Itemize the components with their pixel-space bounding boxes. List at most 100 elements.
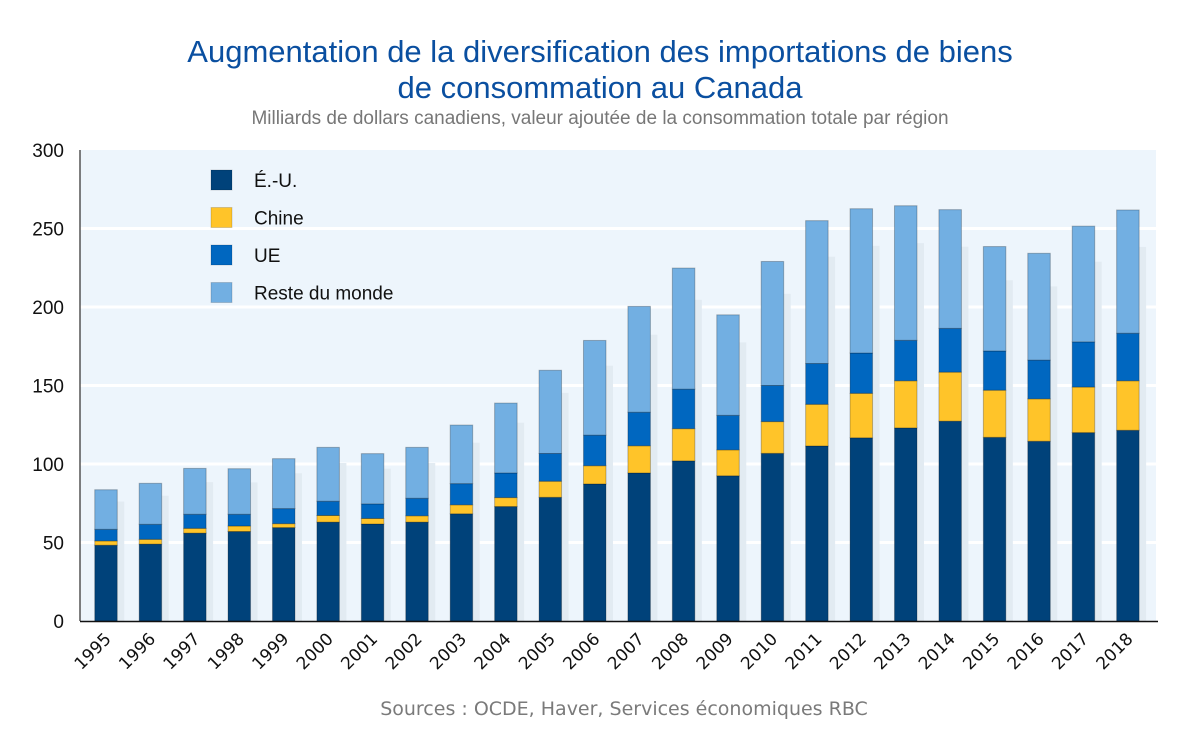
bar-segment [1027, 440, 1051, 622]
x-tick-label: 2016 [1004, 629, 1049, 674]
bar-segment [627, 472, 651, 622]
bar-segment [360, 503, 385, 519]
x-tick-label: 1997 [160, 629, 205, 674]
legend-label: É.-U. [254, 171, 297, 192]
bar-segment [271, 523, 296, 529]
bar-shadow [561, 392, 569, 621]
bar-segment [671, 428, 696, 462]
bar-shadow [1094, 261, 1102, 621]
x-tick-label: 1996 [115, 629, 160, 674]
bar-segment [538, 369, 563, 454]
legend-label: Reste du monde [254, 284, 393, 305]
bar-segment [805, 220, 829, 365]
bar-segment [716, 475, 740, 622]
chart-title-line-2: de consommation au Canada [397, 70, 803, 105]
bar-segment [494, 506, 518, 622]
bar-segment [316, 521, 340, 622]
y-tick-label: 250 [32, 220, 64, 241]
bar-segment [227, 525, 252, 533]
bar-stack-2017 [1071, 225, 1096, 622]
x-tick-label: 1995 [71, 629, 116, 674]
bar-segment [893, 380, 918, 429]
bar-segment [893, 339, 918, 382]
legend-item: É.-U. [210, 169, 297, 192]
bar-segment [893, 427, 918, 622]
x-tick-label: 2007 [604, 629, 649, 674]
bar-stack-2005 [538, 369, 563, 622]
bars [94, 205, 1140, 622]
bar-segment [1071, 225, 1096, 343]
bar-shadow [517, 422, 525, 621]
bar-segment [1027, 398, 1051, 442]
bar-stack-2014 [938, 209, 962, 622]
chart-title: Augmentation de la diversification des i… [0, 34, 1200, 106]
x-tick-label: 2011 [782, 629, 827, 674]
bar-segment [183, 532, 207, 622]
x-tick-label: 1999 [249, 629, 294, 674]
source-note: Sources : OCDE, Haver, Services économiq… [380, 698, 868, 720]
bar-stack-2009 [716, 314, 740, 622]
chart-title-line-1: Augmentation de la diversification des i… [187, 34, 1013, 69]
bar-segment [760, 421, 785, 454]
bar-segment [938, 209, 962, 329]
bar-stack-2007 [627, 305, 651, 622]
x-tick-label: 2005 [515, 629, 560, 674]
x-tick-label: 2018 [1093, 629, 1138, 674]
y-tick-label: 200 [32, 298, 64, 319]
bar-shadows [117, 243, 1147, 622]
bar-shadow [961, 246, 969, 621]
bar-segment [227, 513, 252, 527]
bar-segment [893, 205, 918, 341]
x-tick-label: 1998 [204, 629, 249, 674]
legend-item: Reste du monde [210, 282, 393, 305]
bar-segment [405, 497, 429, 517]
x-tick-label: 2010 [737, 629, 782, 674]
bar-segment [405, 515, 429, 523]
x-tick-label: 2001 [337, 629, 382, 674]
bar-shadow [872, 245, 880, 622]
legend-swatch [210, 282, 233, 303]
x-tick-label: 2009 [693, 629, 738, 674]
y-tick-label: 50 [43, 534, 64, 555]
bar-segment [627, 411, 651, 447]
bar-segment [982, 436, 1007, 622]
bar-segment [982, 389, 1007, 438]
bar-segment [1071, 386, 1096, 434]
bar-segment [938, 371, 962, 422]
bar-segment [760, 260, 785, 386]
bar-segment [805, 445, 829, 622]
bar-segment [316, 514, 340, 523]
bar-segment [671, 267, 696, 390]
bar-shadow [117, 501, 125, 621]
bar-segment [1027, 359, 1051, 400]
bar-segment [360, 523, 385, 622]
bar-segment [938, 420, 962, 622]
bar-shadow [206, 482, 214, 621]
bar-shadow [650, 334, 658, 621]
bar-segment [1116, 429, 1140, 622]
x-tick-label: 2013 [871, 629, 916, 674]
bar-segment [94, 540, 118, 546]
y-tick-label: 0 [53, 612, 64, 633]
bar-stack-2004 [494, 402, 518, 622]
bar-stack-2006 [582, 339, 607, 622]
bar-shadow [472, 442, 480, 621]
x-tick-label: 2002 [382, 629, 427, 674]
bar-segment [982, 350, 1007, 391]
bar-stack-2013 [893, 205, 918, 622]
x-tick-label: 2004 [471, 629, 516, 674]
bar-segment [94, 528, 118, 542]
bar-segment [138, 482, 163, 525]
bar-stack-1998 [227, 468, 252, 622]
bar-segment [538, 480, 563, 498]
bar-segment [627, 305, 651, 413]
bar-stack-1996 [138, 482, 163, 622]
bar-segment [716, 414, 740, 451]
bar-stack-2011 [805, 220, 829, 622]
bar-stack-1997 [183, 467, 207, 622]
bar-segment [138, 523, 163, 540]
bar-segment [183, 467, 207, 515]
bar-segment [982, 246, 1007, 352]
x-tick-label: 2008 [648, 629, 693, 674]
x-tick-label: 2014 [915, 629, 960, 674]
